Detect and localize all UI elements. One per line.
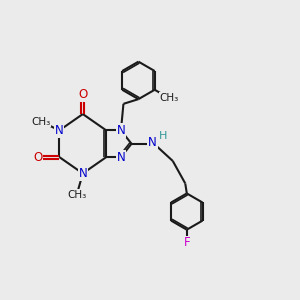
Text: O: O [34, 151, 43, 164]
Text: N: N [117, 151, 125, 164]
Text: O: O [78, 88, 87, 101]
Text: CH₃: CH₃ [159, 93, 178, 103]
Text: N: N [148, 136, 157, 149]
Text: N: N [78, 167, 87, 180]
Text: F: F [184, 236, 190, 249]
Text: N: N [117, 124, 125, 137]
Text: N: N [55, 124, 64, 137]
Text: CH₃: CH₃ [32, 117, 51, 127]
Text: H: H [159, 130, 168, 141]
Text: CH₃: CH₃ [68, 190, 87, 200]
